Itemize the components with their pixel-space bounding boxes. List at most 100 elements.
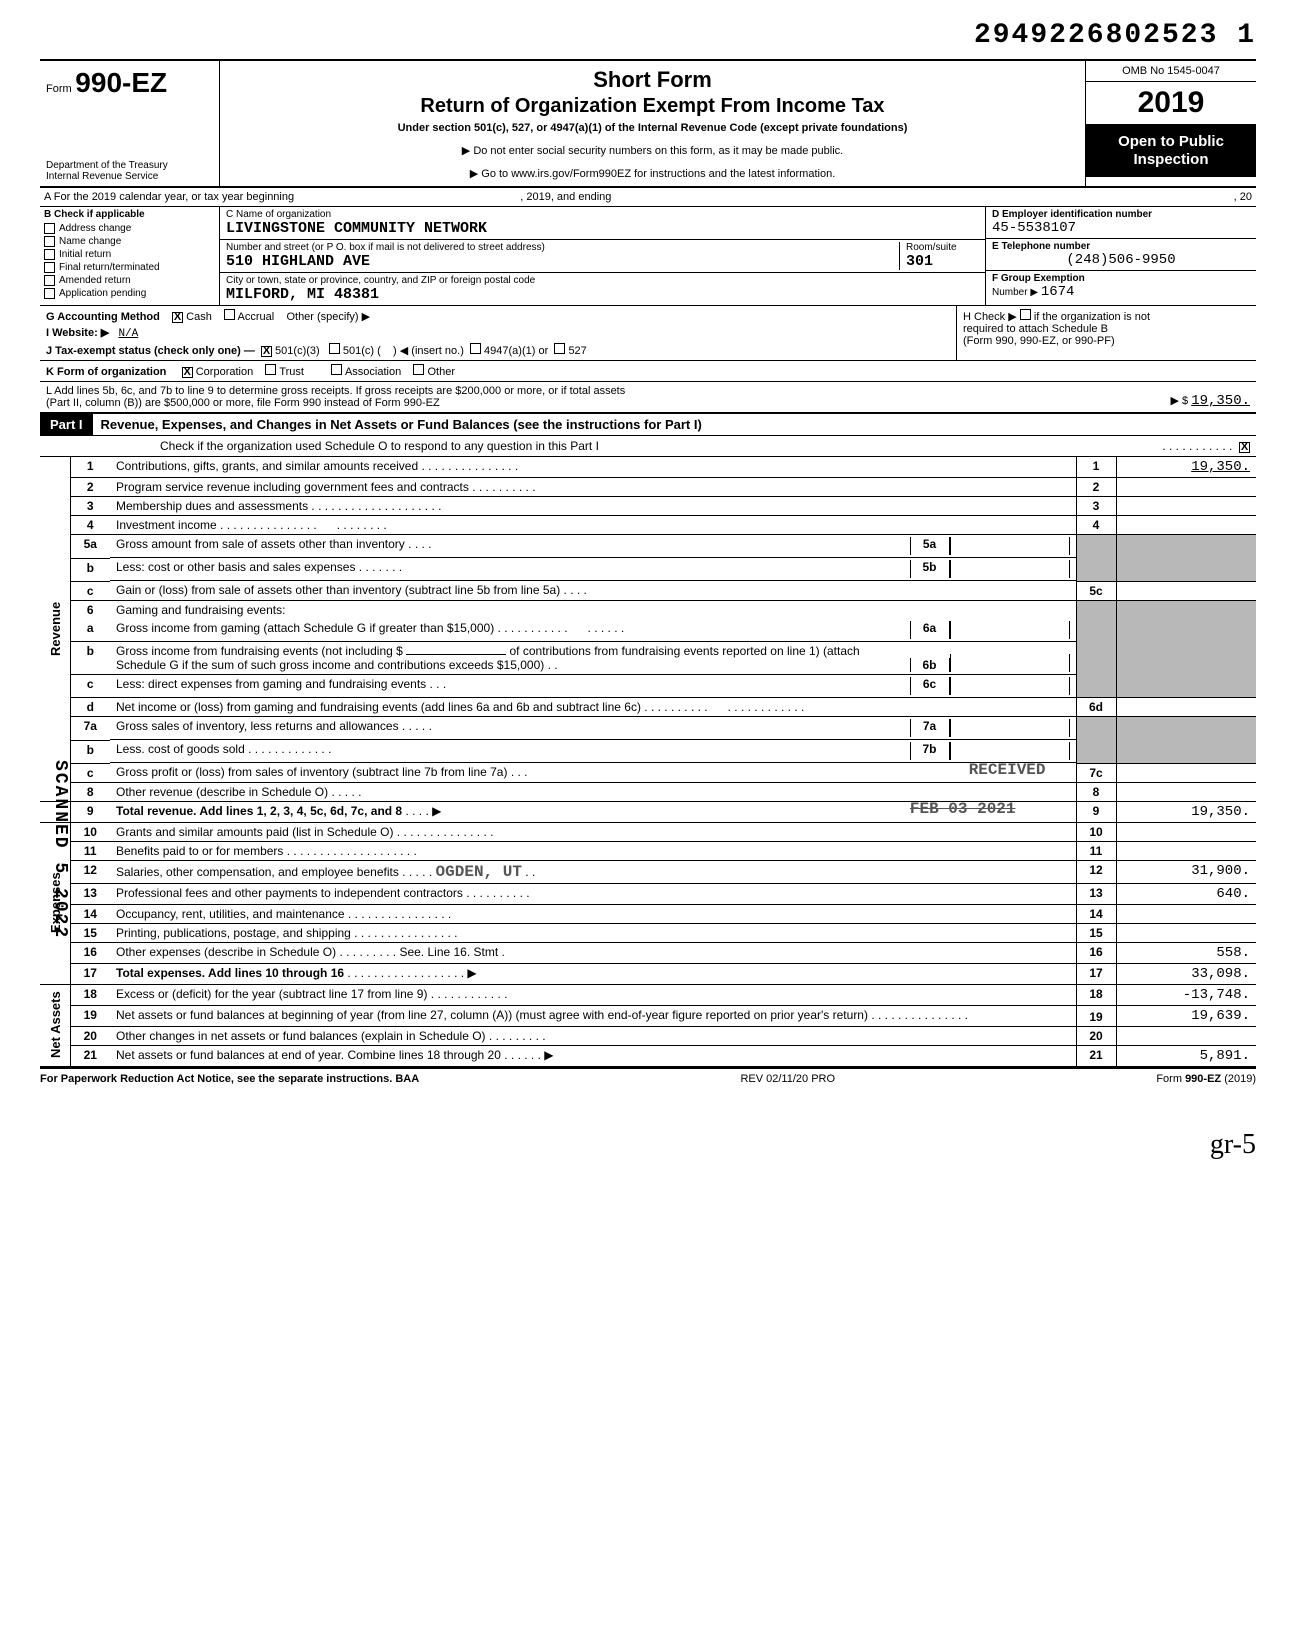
line-7a-subval xyxy=(950,719,1070,737)
line-12-val: 31,900. xyxy=(1116,860,1256,883)
line-13-desc: Professional fees and other payments to … xyxy=(116,886,463,900)
org-name-label: C Name of organization xyxy=(226,209,979,220)
lbl-initial-return: Initial return xyxy=(59,249,111,260)
line-12-num: 12 xyxy=(70,860,110,883)
h-text2: if the organization is not xyxy=(1034,311,1150,323)
line-20-num: 20 xyxy=(70,1026,110,1045)
lbl-4947: 4947(a)(1) or xyxy=(484,345,548,357)
line-6b-sub: 6b xyxy=(910,658,950,672)
line-15-box: 15 xyxy=(1076,923,1116,942)
line-11-num: 11 xyxy=(70,841,110,860)
chk-corp[interactable] xyxy=(182,367,193,378)
chk-initial-return[interactable] xyxy=(44,249,55,260)
line-5c-val xyxy=(1116,581,1256,600)
line-5a-subval xyxy=(950,537,1070,555)
line-2-val xyxy=(1116,478,1256,497)
line-7a-desc: Gross sales of inventory, less returns a… xyxy=(116,719,399,733)
line-9-desc: Total revenue. Add lines 1, 2, 3, 4, 5c,… xyxy=(116,804,402,818)
line-2-box: 2 xyxy=(1076,478,1116,497)
line-6-desc: Gaming and fundraising events: xyxy=(110,600,1076,619)
revenue-label: Revenue xyxy=(40,457,70,801)
lbl-app-pending: Application pending xyxy=(59,288,146,299)
lbl-final-return: Final return/terminated xyxy=(59,262,160,273)
line-9-num: 9 xyxy=(70,801,110,822)
row-l-text2: (Part II, column (B)) are $500,000 or mo… xyxy=(46,397,625,409)
chk-trust[interactable] xyxy=(265,364,276,375)
street-value: 510 HIGHLAND AVE xyxy=(226,253,899,270)
chk-final-return[interactable] xyxy=(44,262,55,273)
line-21-num: 21 xyxy=(70,1045,110,1066)
note-ssn: ▶ Do not enter social security numbers o… xyxy=(230,144,1075,157)
row-a-mid: , 2019, and ending xyxy=(520,191,611,203)
line-8-desc: Other revenue (describe in Schedule O) xyxy=(116,785,328,799)
line-7c-val xyxy=(1116,763,1256,782)
line-6d-num: d xyxy=(70,698,110,717)
line-3-num: 3 xyxy=(70,497,110,516)
chk-accrual[interactable] xyxy=(224,309,235,320)
chk-501c[interactable] xyxy=(329,343,340,354)
stamp-received: RECEIVED xyxy=(969,761,1046,779)
chk-address-change[interactable] xyxy=(44,223,55,234)
line-6c-num: c xyxy=(70,675,110,698)
lbl-527: 527 xyxy=(568,345,586,357)
line-1-val: 19,350. xyxy=(1116,457,1256,478)
lbl-cash: Cash xyxy=(186,311,212,323)
lbl-corp: Corporation xyxy=(196,366,253,378)
lbl-name-change: Name change xyxy=(59,236,121,247)
website-label: I Website: ▶ xyxy=(46,327,109,339)
lbl-address-change: Address change xyxy=(59,223,131,234)
chk-schedule-o[interactable] xyxy=(1239,442,1250,453)
line-10-box: 10 xyxy=(1076,822,1116,841)
department-label: Department of the Treasury Internal Reve… xyxy=(46,160,168,182)
form-header: Form 990-EZ Department of the Treasury I… xyxy=(40,59,1256,188)
chk-501c3[interactable] xyxy=(261,346,272,357)
line-6a-subval xyxy=(950,621,1070,639)
line-15-desc: Printing, publications, postage, and shi… xyxy=(116,926,351,940)
check-o-text: Check if the organization used Schedule … xyxy=(160,439,599,453)
stamp-ogden: OGDEN, UT xyxy=(436,863,522,881)
line-15-num: 15 xyxy=(70,923,110,942)
chk-other-org[interactable] xyxy=(413,364,424,375)
chk-name-change[interactable] xyxy=(44,236,55,247)
line-7a-sub: 7a xyxy=(910,719,950,737)
footer: For Paperwork Reduction Act Notice, see … xyxy=(40,1067,1256,1089)
chk-cash[interactable] xyxy=(172,312,183,323)
line-5a-sub: 5a xyxy=(910,537,950,555)
line-1-desc: Contributions, gifts, grants, and simila… xyxy=(116,459,418,473)
line-16-val: 558. xyxy=(1116,942,1256,963)
line-17-box: 17 xyxy=(1076,963,1116,984)
header-left: Form 990-EZ Department of the Treasury I… xyxy=(40,61,220,186)
line-4-desc: Investment income xyxy=(116,518,217,532)
chk-527[interactable] xyxy=(554,343,565,354)
line-5b-subval xyxy=(950,560,1070,578)
line-6d-desc: Net income or (loss) from gaming and fun… xyxy=(116,700,641,714)
handwritten-initials: gr-5 xyxy=(1210,1129,1256,1160)
line-5a-desc: Gross amount from sale of assets other t… xyxy=(116,537,405,551)
chk-amended[interactable] xyxy=(44,275,55,286)
dept-irs: Internal Revenue Service xyxy=(46,171,168,182)
line-6a-sub: 6a xyxy=(910,621,950,639)
line-21-box: 21 xyxy=(1076,1045,1116,1066)
line-6-num: 6 xyxy=(70,600,110,619)
line-20-desc: Other changes in net assets or fund bala… xyxy=(116,1029,486,1043)
col-b-header: B Check if applicable xyxy=(40,207,219,222)
line-16-desc: Other expenses (describe in Schedule O) … xyxy=(116,945,505,959)
line-7b-desc: Less. cost of goods sold xyxy=(116,742,245,756)
line-13-box: 13 xyxy=(1076,883,1116,904)
line-8-num: 8 xyxy=(70,782,110,801)
line-4-box: 4 xyxy=(1076,516,1116,535)
group-exempt-value: 1674 xyxy=(1041,284,1075,300)
row-a: A For the 2019 calendar year, or tax yea… xyxy=(40,188,1256,207)
shaded-5 xyxy=(1076,535,1116,582)
chk-app-pending[interactable] xyxy=(44,288,55,299)
line-13-val: 640. xyxy=(1116,883,1256,904)
omb-number: OMB No 1545-0047 xyxy=(1086,61,1256,82)
chk-assoc[interactable] xyxy=(331,364,342,375)
lbl-assoc: Association xyxy=(345,366,401,378)
chk-h[interactable] xyxy=(1020,309,1031,320)
line-5b-desc: Less: cost or other basis and sales expe… xyxy=(116,560,355,574)
form-prefix: Form xyxy=(46,83,72,95)
lbl-other-method: Other (specify) ▶ xyxy=(286,311,370,323)
chk-4947[interactable] xyxy=(470,343,481,354)
line-1-box: 1 xyxy=(1076,457,1116,478)
